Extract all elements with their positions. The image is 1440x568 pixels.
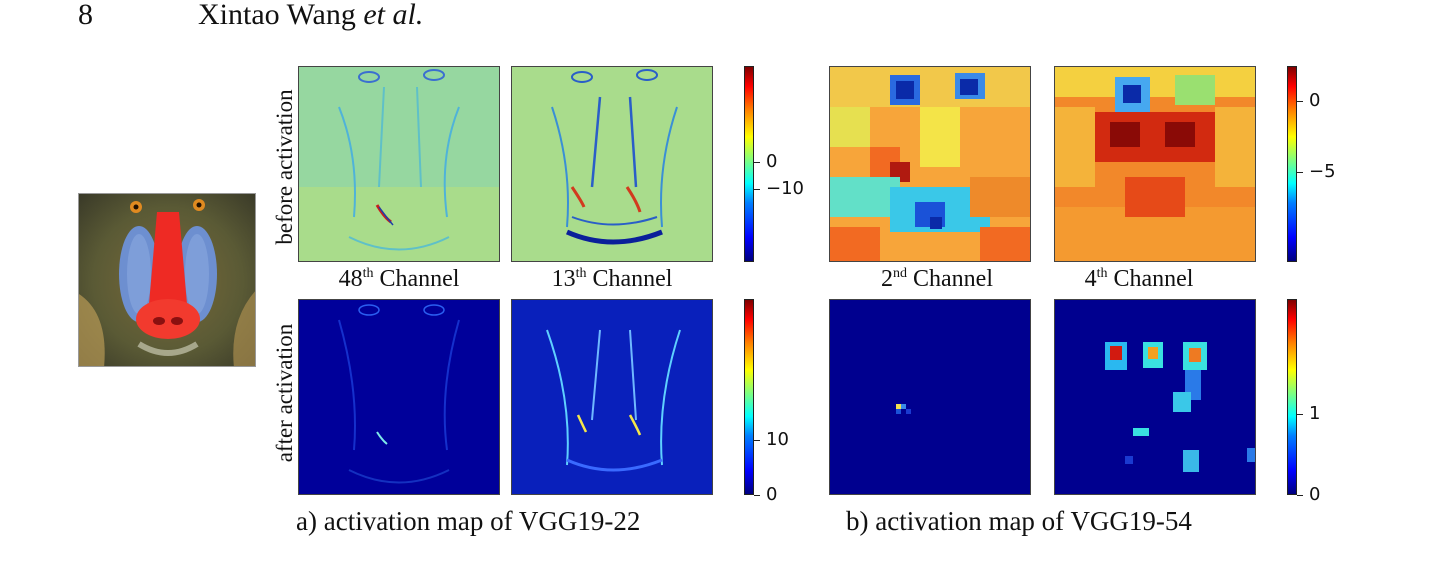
row-label-after-activation: after activation: [272, 323, 297, 463]
channel-label-48-num: 48: [338, 266, 363, 292]
vgg19-22-ch13-before-map: [511, 66, 713, 262]
channel-label-13-word: Channel: [592, 266, 673, 292]
channel-label-13: 13th Channel: [511, 266, 713, 293]
channel-label-2-sup: nd: [893, 266, 907, 281]
channel-label-2-word: Channel: [913, 266, 993, 292]
vgg19-54-ch2-before-map: [829, 66, 1031, 262]
caption-a: a) activation map of VGG19-22: [296, 506, 641, 536]
page-number: 8: [78, 0, 93, 31]
vgg19-54-ch4-before-map: [1054, 66, 1256, 262]
colorbar-b-before-tick-neg5: −5: [1297, 163, 1336, 181]
vgg19-22-ch48-before-map: [298, 66, 500, 262]
vgg19-22-ch13-after-map: [511, 299, 713, 495]
vgg19-54-ch4-after-map: [1054, 299, 1256, 495]
row-label-before-activation: before activation: [272, 89, 297, 245]
colorbar-a-after-tick-0: 0: [754, 486, 777, 504]
author-name: Xintao Wang: [198, 0, 356, 31]
colorbar-b-after-tick-0: 0: [1297, 486, 1320, 504]
et-al: et al.: [363, 0, 424, 31]
channel-label-13-num: 13: [551, 266, 576, 292]
caption-b: b) activation map of VGG19-54: [846, 506, 1192, 536]
input-mandrill-image: [78, 193, 256, 367]
colorbar-a-after-tick-10: 10: [754, 431, 789, 449]
vgg19-22-ch48-after-map: [298, 299, 500, 495]
vgg19-54-ch2-after-map: [829, 299, 1031, 495]
channel-label-48-sup: th: [362, 266, 374, 281]
channel-label-4-sup: th: [1096, 266, 1108, 281]
channel-label-4-num: 4: [1084, 266, 1097, 292]
colorbar-a-before-tick-neg10: −10: [754, 180, 804, 198]
colorbar-b-before-tick-0: 0: [1297, 92, 1320, 110]
channel-label-4-word: Channel: [1113, 266, 1194, 292]
channel-label-2: 2nd Channel: [829, 266, 1045, 293]
colorbar-b-after-tick-1: 1: [1297, 405, 1320, 423]
colorbar-a-before: [744, 66, 754, 262]
channel-label-48-word: Channel: [379, 266, 460, 292]
colorbar-a-after: [744, 299, 754, 495]
colorbar-b-after: [1287, 299, 1297, 495]
author-line: Xintao Wang et al.: [198, 0, 423, 30]
colorbar-b-before: [1287, 66, 1297, 262]
channel-label-2-num: 2: [881, 266, 893, 292]
channel-label-13-sup: th: [575, 266, 587, 281]
channel-label-48: 48th Channel: [298, 266, 500, 293]
colorbar-a-before-tick-0: 0: [754, 153, 777, 171]
channel-label-4: 4th Channel: [1054, 266, 1224, 293]
